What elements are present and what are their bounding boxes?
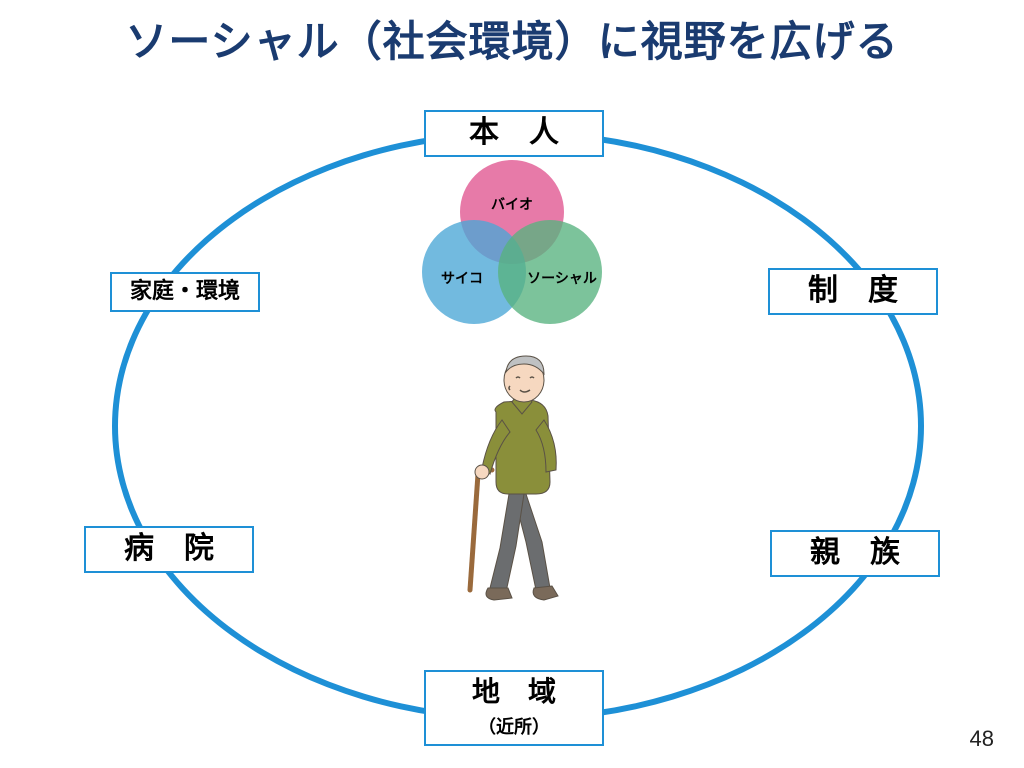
page-number: 48 [970, 726, 994, 752]
box-relatives-label: 親 族 [810, 536, 900, 569]
box-relatives: 親 族 [770, 530, 940, 577]
box-home-environment: 家庭・環境 [110, 272, 260, 312]
box-community-sublabel: （近所） [478, 717, 550, 737]
box-hospital-label: 病 院 [124, 532, 214, 565]
box-community: 地 域 （近所） [424, 670, 604, 746]
venn-label-bio: バイオ [491, 194, 533, 214]
box-self-label: 本 人 [469, 116, 559, 149]
box-system-label: 制 度 [808, 274, 898, 307]
box-self: 本 人 [424, 110, 604, 157]
box-system: 制 度 [768, 268, 938, 315]
venn-label-social: ソーシャル [527, 268, 597, 288]
box-community-label: 地 域 [472, 676, 556, 707]
slide-stage: ソーシャル（社会環境）に視野を広げる バイオ サイコ ソーシャル 本 人 地 域… [0, 0, 1024, 768]
box-hospital: 病 院 [84, 526, 254, 573]
box-home-environment-label: 家庭・環境 [130, 278, 240, 303]
elderly-person-figure [432, 342, 596, 602]
elderly-person-icon [432, 342, 596, 602]
venn-label-psycho: サイコ [441, 268, 483, 288]
